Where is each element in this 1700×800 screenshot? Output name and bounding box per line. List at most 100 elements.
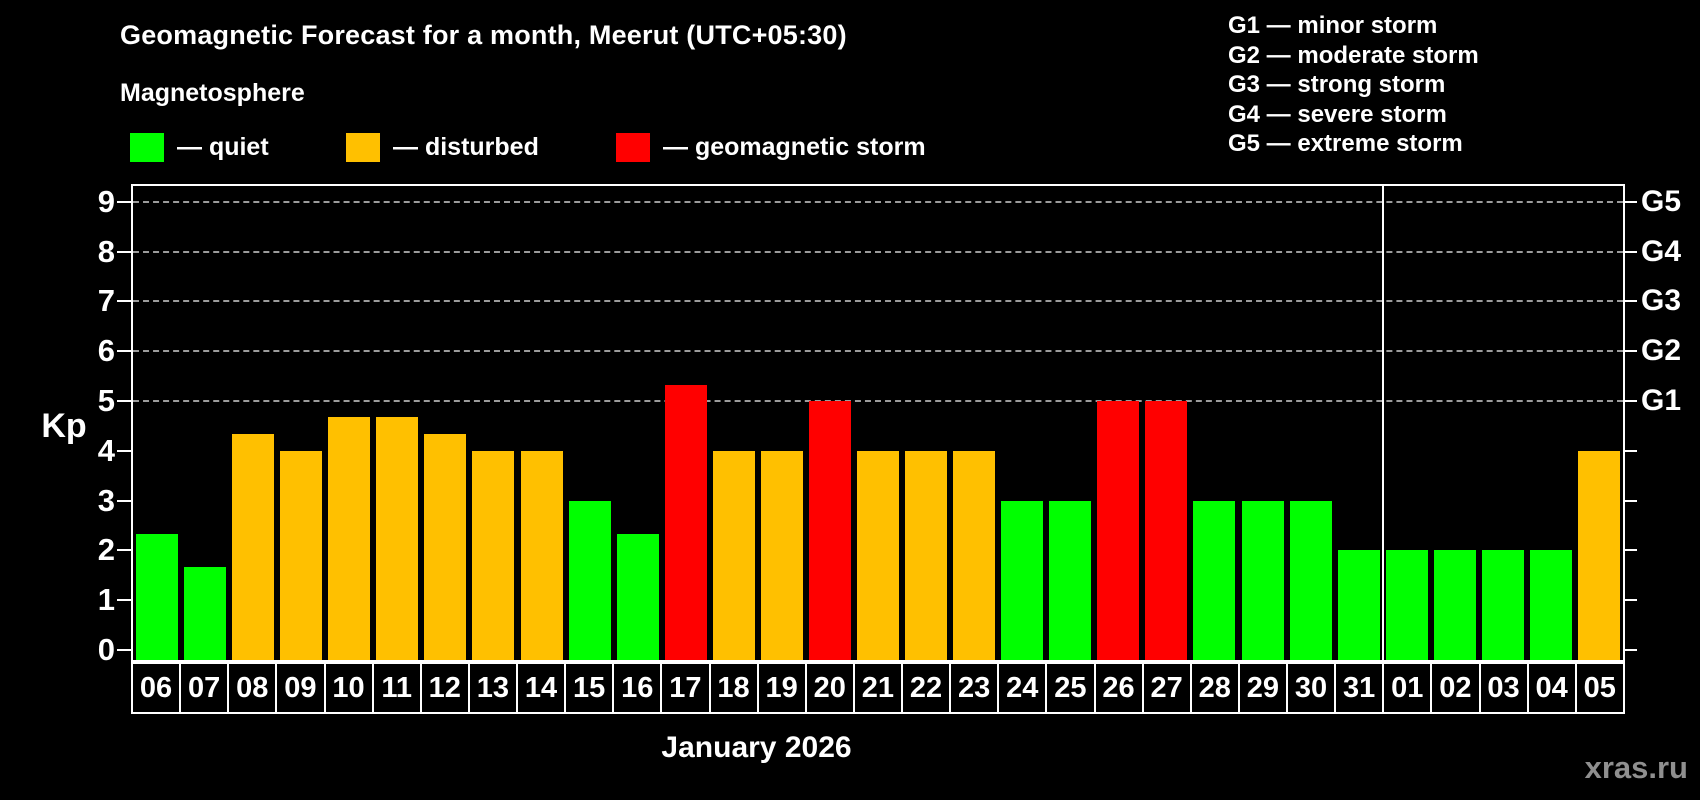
y-axis-tick-left <box>117 449 131 452</box>
chart-title: Geomagnetic Forecast for a month, Meerut… <box>120 20 847 50</box>
y-tick-label-1: 1 <box>97 582 115 618</box>
storm-scale-legend: G1 — minor storm G2 — moderate storm G3 … <box>1228 11 1479 159</box>
legend-item-storm: — geomagnetic storm <box>616 132 926 162</box>
kp-bar-03 <box>1481 550 1524 660</box>
y-tick-label-4: 4 <box>97 432 115 468</box>
y-tick-label-3: 3 <box>97 482 115 518</box>
y-axis-tick-left <box>117 649 131 651</box>
y-tick-label-5: 5 <box>97 383 115 418</box>
watermark: xras.ru <box>1584 750 1688 785</box>
day-label-05: 05 <box>1574 662 1625 714</box>
kp-bar-22 <box>905 450 948 660</box>
gridline-kp5 <box>133 400 1623 402</box>
y-tick-label-0: 0 <box>97 632 115 667</box>
kp-bar-02 <box>1433 550 1476 660</box>
kp-bar-21 <box>857 450 899 660</box>
y-axis-tick-right <box>1623 400 1637 402</box>
day-label-02: 02 <box>1430 662 1481 714</box>
day-label-06: 06 <box>131 662 182 714</box>
kp-bar-04 <box>1529 550 1572 660</box>
kp-bar-30 <box>1289 500 1332 660</box>
y-axis-tick-left <box>117 200 131 203</box>
kp-bar-29 <box>1241 500 1284 660</box>
day-label-28: 28 <box>1189 662 1240 714</box>
day-label-30: 30 <box>1286 662 1337 714</box>
kp-bar-05 <box>1577 450 1620 660</box>
y-axis-tick-left <box>117 350 131 353</box>
y-tick-label-7: 7 <box>97 283 115 319</box>
y-axis-tick-right <box>1623 549 1637 552</box>
y-axis-tick-left <box>117 300 131 303</box>
storm-scale-g4: G4 — severe storm <box>1228 100 1447 128</box>
day-label-15: 15 <box>564 662 615 714</box>
kp-bar-01 <box>1385 550 1428 660</box>
gridline-kp9 <box>133 200 1623 203</box>
g-scale-label-G1: G1 <box>1641 384 1682 417</box>
plot-area <box>131 184 1625 662</box>
y-tick-label-9: 9 <box>97 183 115 219</box>
storm-scale-g2: G2 — moderate storm <box>1228 41 1479 69</box>
storm-scale-g1: G1 — minor storm <box>1228 12 1438 39</box>
kp-bar-20 <box>808 401 851 660</box>
storm-scale-g5: G5 — extreme storm <box>1228 130 1463 157</box>
storm-color-swatch <box>616 132 650 162</box>
day-label-14: 14 <box>516 662 567 714</box>
kp-bar-18 <box>712 450 755 660</box>
kp-bar-24 <box>1001 500 1044 660</box>
kp-bar-25 <box>1049 500 1092 660</box>
kp-bar-08 <box>232 434 275 660</box>
gridline-kp6 <box>133 350 1623 353</box>
day-label-10: 10 <box>323 662 374 714</box>
legend-label-storm: — geomagnetic storm <box>663 132 926 161</box>
disturbed-color-swatch <box>346 132 380 162</box>
legend-label-quiet: — quiet <box>177 132 269 161</box>
gridline-kp8 <box>133 250 1623 253</box>
day-label-24: 24 <box>997 662 1048 714</box>
day-label-23: 23 <box>949 662 1000 714</box>
legend-item-quiet: — quiet <box>130 132 269 162</box>
y-axis-title: Kp <box>41 407 87 445</box>
month-divider <box>1381 186 1384 660</box>
day-label-18: 18 <box>708 662 759 714</box>
chart-subtitle: Magnetosphere <box>120 79 305 107</box>
day-label-20: 20 <box>804 662 855 714</box>
kp-bar-12 <box>424 434 467 660</box>
kp-bar-07 <box>184 566 227 660</box>
day-label-08: 08 <box>227 662 278 714</box>
day-label-09: 09 <box>275 662 326 714</box>
quiet-color-swatch <box>130 132 164 162</box>
y-axis-tick-right <box>1623 300 1637 303</box>
kp-bar-16 <box>616 533 659 660</box>
g-scale-label-G4: G4 <box>1641 234 1682 268</box>
x-axis-day-labels: 06 07 08 09 10 11 12 13 14 15 16 17 18 19 20 21 22 23 24 25… <box>131 662 1625 714</box>
y-axis-tick-left <box>117 599 131 602</box>
g-scale-label-G3: G3 <box>1641 284 1682 318</box>
legend-item-disturbed: — disturbed <box>346 132 539 162</box>
y-axis-tick-left <box>117 400 131 402</box>
day-label-12: 12 <box>419 662 470 714</box>
kp-bar-15 <box>568 500 611 660</box>
day-label-22: 22 <box>901 662 952 714</box>
y-axis-tick-right <box>1623 350 1637 353</box>
kp-bar-23 <box>953 450 996 660</box>
day-label-03: 03 <box>1478 662 1529 714</box>
y-axis-tick-right <box>1623 599 1637 602</box>
legend-label-disturbed: — disturbed <box>393 132 539 161</box>
kp-bar-10 <box>328 417 371 660</box>
day-label-13: 13 <box>467 662 518 714</box>
kp-bar-26 <box>1097 401 1140 660</box>
day-label-21: 21 <box>852 662 903 714</box>
day-label-19: 19 <box>756 662 807 714</box>
y-tick-label-6: 6 <box>97 333 115 369</box>
y-axis-tick-left <box>117 549 131 552</box>
g-scale-label-G2: G2 <box>1641 334 1682 368</box>
kp-bar-09 <box>280 450 323 660</box>
kp-bar-28 <box>1193 500 1236 660</box>
kp-bar-27 <box>1145 401 1188 660</box>
day-label-27: 27 <box>1141 662 1192 714</box>
kp-bar-13 <box>472 450 515 660</box>
g-scale-label-G5: G5 <box>1641 184 1682 218</box>
gridline-kp7 <box>133 300 1623 303</box>
storm-scale-g3: G3 — strong storm <box>1228 71 1446 98</box>
